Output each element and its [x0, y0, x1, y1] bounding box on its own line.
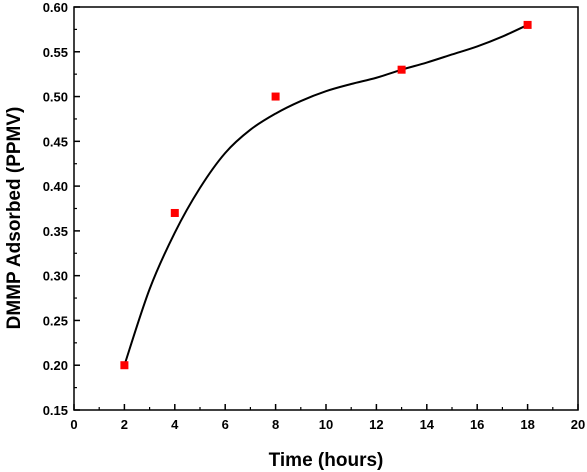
data-point [170, 208, 179, 217]
x-tick-label: 12 [369, 417, 383, 432]
x-tick-label: 18 [520, 417, 534, 432]
x-tick-label: 0 [70, 417, 77, 432]
x-tick-label: 10 [319, 417, 333, 432]
y-tick-label: 0.55 [43, 45, 68, 60]
x-tick-label: 14 [420, 417, 435, 432]
y-axis-title: DMMP Adsorbed (PPMV) [4, 107, 25, 330]
y-tick-label: 0.40 [43, 179, 68, 194]
x-tick-label: 16 [470, 417, 484, 432]
fit-curve [123, 24, 529, 366]
data-point [523, 20, 532, 29]
data-points [120, 20, 532, 370]
y-tick-label: 0.30 [43, 269, 68, 284]
y-tick-label: 0.60 [43, 0, 68, 15]
x-tick-label: 8 [272, 417, 279, 432]
y-tick-label: 0.45 [43, 134, 68, 149]
y-tick-label: 0.25 [43, 313, 68, 328]
x-tick-label: 20 [571, 417, 585, 432]
x-tick-label: 6 [222, 417, 229, 432]
x-axis: 0 2 4 6 8 10 12 14 16 18 20 [70, 404, 585, 432]
data-point [397, 65, 406, 74]
y-tick-label: 0.35 [43, 224, 68, 239]
x-tick-label: 2 [121, 417, 128, 432]
y-tick-label: 0.50 [43, 90, 68, 105]
data-point [120, 361, 129, 370]
plot-frame [73, 6, 579, 411]
x-tick-label: 4 [171, 417, 179, 432]
x-axis-title: Time (hours) [269, 450, 384, 471]
y-tick-label: 0.20 [43, 358, 68, 373]
y-tick-label: 0.15 [43, 403, 68, 418]
data-point [271, 92, 280, 101]
y-axis: 0.15 0.20 0.25 0.30 0.35 0.40 0.45 0.50 0.55 0.60 [43, 0, 80, 418]
